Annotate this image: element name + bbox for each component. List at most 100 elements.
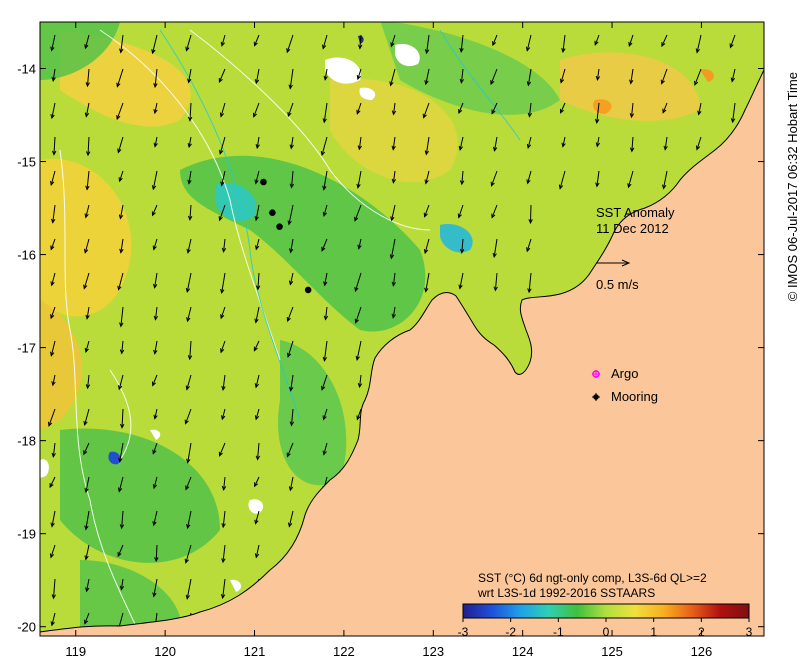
current-vector-shaft xyxy=(119,442,124,462)
current-vector-shaft xyxy=(52,204,56,223)
current-vector-shaft xyxy=(84,238,90,253)
current-vector-head xyxy=(50,218,56,224)
current-vector-shaft xyxy=(85,544,90,560)
current-vector-shaft xyxy=(528,272,532,293)
current-vector-head xyxy=(119,423,125,429)
current-vector-shaft xyxy=(255,510,260,524)
current-vector-head xyxy=(354,216,359,222)
current-vector-head xyxy=(84,525,89,531)
current-vector-head xyxy=(289,386,294,392)
current-vector-head xyxy=(490,80,495,86)
y-tick-label: -15 xyxy=(17,155,36,170)
current-vector-shaft xyxy=(528,102,532,117)
current-vector-shaft xyxy=(85,476,90,493)
current-vector-shaft xyxy=(116,102,124,120)
current-vector-shaft xyxy=(87,374,90,389)
current-vector-shaft xyxy=(187,306,192,322)
current-vector-shaft xyxy=(390,238,396,259)
current-vector-head xyxy=(85,384,91,390)
y-tick-label: -18 xyxy=(17,434,36,449)
current-vector-head xyxy=(85,185,90,191)
current-vector-shaft xyxy=(323,340,328,361)
current-vector-shaft xyxy=(84,408,90,425)
current-vector-shaft xyxy=(458,102,464,114)
current-vector-head xyxy=(255,285,261,291)
current-vector-head xyxy=(254,79,260,85)
current-vector-head xyxy=(695,145,701,151)
y-tick-label: -14 xyxy=(17,62,36,77)
current-vector-head xyxy=(186,317,191,323)
current-vector-head xyxy=(390,216,395,222)
current-vector-shaft xyxy=(355,306,362,323)
current-vector-shaft xyxy=(424,204,430,217)
current-vector-shaft xyxy=(663,170,668,189)
cloud-patches xyxy=(40,43,420,592)
current-vector-shaft xyxy=(85,204,90,218)
current-vector-shaft xyxy=(50,340,56,356)
current-vector-shaft xyxy=(185,544,192,563)
current-vector-head xyxy=(218,216,223,222)
current-vector-head xyxy=(391,281,396,287)
current-vector-head xyxy=(424,80,429,86)
scale-label: 0.5 m/s xyxy=(596,277,639,292)
current-vector-head xyxy=(323,281,328,287)
current-vector-shaft xyxy=(257,272,260,290)
current-vector-head xyxy=(527,288,532,294)
current-vector-shaft xyxy=(50,238,56,250)
current-vector-shaft xyxy=(152,204,158,216)
current-vector-shaft xyxy=(321,238,328,252)
current-vector-head xyxy=(629,147,635,153)
current-vector-head xyxy=(184,419,189,425)
current-vector-shaft xyxy=(83,442,90,455)
current-vector-head xyxy=(185,594,190,600)
current-vector-head xyxy=(51,452,56,458)
current-vector-head xyxy=(559,108,564,114)
orange-spot-1 xyxy=(593,99,612,114)
colorbar-ticks: -3 -2 -1 0 1 2 3 xyxy=(458,618,753,639)
x-tick-label: 119 xyxy=(65,644,86,659)
current-vector-shaft xyxy=(423,102,430,118)
current-vector-shaft xyxy=(189,340,192,360)
current-vector-head xyxy=(153,414,158,420)
current-vector-shaft xyxy=(51,272,56,286)
current-vector-shaft xyxy=(492,34,498,46)
argo-symbol xyxy=(592,370,600,378)
current-vector-head xyxy=(51,381,56,387)
current-vector-head xyxy=(50,314,55,320)
current-vector-shaft xyxy=(560,102,566,114)
current-vector-shaft xyxy=(390,68,396,86)
current-vector-head xyxy=(662,108,667,114)
current-vector-head xyxy=(187,179,192,185)
current-vector-shaft xyxy=(120,238,124,253)
current-vector-shaft xyxy=(662,102,668,113)
current-vector-shaft xyxy=(219,442,226,456)
current-vector-shaft xyxy=(491,102,498,114)
current-vector-head xyxy=(594,118,600,124)
current-vector-head xyxy=(286,452,291,458)
current-vector-shaft xyxy=(426,34,430,54)
colorbar-title-line2: wrt L3S-1d 1992-2016 SSTAARS xyxy=(477,586,655,600)
current-vector-head xyxy=(490,181,495,187)
current-vector-shaft xyxy=(253,102,260,117)
current-vector-head xyxy=(528,219,533,225)
current-vector-head xyxy=(491,213,496,219)
colorbar-title-line1: SST (°C) 6d ngt-only comp, L3S-6d QL>=2 xyxy=(478,571,707,585)
current-vector-head xyxy=(85,587,90,593)
current-vector-head xyxy=(629,113,635,119)
current-vector-shaft xyxy=(527,68,532,86)
current-vector-shaft xyxy=(154,340,158,354)
current-vector-head xyxy=(185,385,190,391)
current-vector-head xyxy=(219,149,224,155)
current-vector-shaft xyxy=(154,102,158,114)
current-vector-shaft xyxy=(356,340,362,360)
current-vector-head xyxy=(391,178,397,184)
colorbar: SST (°C) 6d ngt-only comp, L3S-6d QL>=2 … xyxy=(458,571,753,639)
mooring-points xyxy=(260,178,312,294)
current-vector-shaft xyxy=(493,238,498,257)
current-vector-head xyxy=(287,111,292,118)
current-vector-shaft xyxy=(222,374,226,390)
current-vector-head xyxy=(49,483,54,489)
current-vector-head xyxy=(254,383,259,389)
x-tick-label: 124 xyxy=(512,644,534,659)
current-vector-head xyxy=(220,41,225,47)
